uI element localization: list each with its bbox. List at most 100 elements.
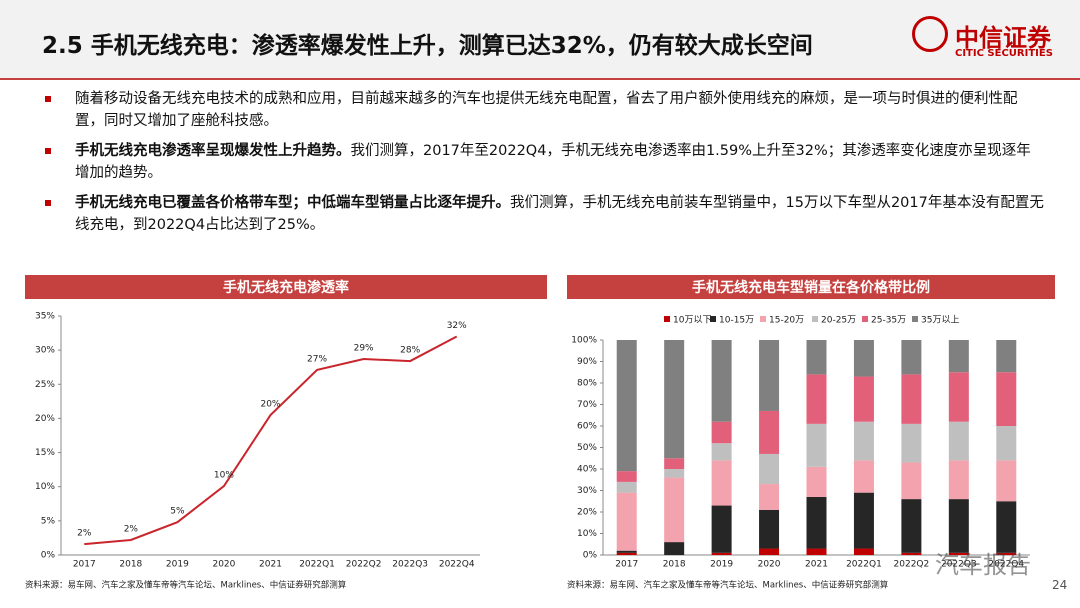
y-tick-label: 80% bbox=[577, 379, 597, 389]
x-tick-label: 2020 bbox=[212, 560, 235, 570]
bar-segment bbox=[948, 460, 969, 500]
y-tick-label: 10% bbox=[577, 529, 597, 539]
y-tick-label: 50% bbox=[577, 443, 597, 453]
bar-segment bbox=[901, 462, 922, 500]
bar-segment bbox=[996, 552, 1017, 555]
legend-swatch bbox=[664, 316, 670, 322]
bar-segment bbox=[901, 374, 922, 424]
x-tick-label: 2019 bbox=[166, 560, 189, 570]
bar-segment bbox=[806, 496, 827, 549]
x-tick-label: 2022Q1 bbox=[846, 560, 882, 570]
bar-segment bbox=[948, 340, 969, 373]
bullet: 随着移动设备无线充电技术的成熟和应用，目前越来越多的汽车也提供无线充电配置，省去… bbox=[45, 88, 1045, 132]
bar-segment bbox=[711, 421, 732, 444]
watermark: 汽车报告 bbox=[935, 551, 1031, 579]
bar-segment bbox=[806, 548, 827, 555]
title-banner bbox=[25, 275, 547, 299]
bar-segment bbox=[616, 550, 637, 553]
logo-en: CITIC SECURITIES bbox=[955, 48, 1053, 59]
bar-segment bbox=[711, 460, 732, 506]
x-tick-label: 2019 bbox=[710, 560, 733, 570]
x-tick-label: 2020 bbox=[758, 560, 781, 570]
x-tick-label: 2021 bbox=[259, 560, 282, 570]
legend-label: 20-25万 bbox=[821, 316, 856, 326]
legend-swatch bbox=[862, 316, 868, 322]
bar-segment bbox=[853, 492, 874, 549]
y-tick-label: 0% bbox=[41, 551, 56, 561]
y-tick-label: 20% bbox=[577, 508, 597, 518]
bar-segment bbox=[996, 460, 1017, 502]
legend-label: 10万以下 bbox=[673, 316, 711, 326]
bar-segment bbox=[806, 340, 827, 375]
bar-segment bbox=[759, 410, 780, 454]
bar-segment bbox=[806, 423, 827, 467]
bar-segment bbox=[948, 421, 969, 461]
bar-segment bbox=[948, 372, 969, 422]
bullet-bold: 手机无线充电渗透率呈现爆发性上升趋势。 bbox=[75, 143, 351, 159]
x-tick-label: 2017 bbox=[615, 560, 638, 570]
bar-segment bbox=[996, 426, 1017, 461]
bar-segment bbox=[806, 374, 827, 424]
bullets: 随着移动设备无线充电技术的成熟和应用，目前越来越多的汽车也提供无线充电配置，省去… bbox=[45, 88, 1045, 244]
y-tick-label: 15% bbox=[35, 448, 55, 458]
slide-title: 2.5 手机无线充电：渗透率爆发性上升，测算已达32%，仍有较大成长空间 bbox=[42, 33, 813, 59]
bar-segment bbox=[853, 548, 874, 555]
bar-segment bbox=[901, 340, 922, 375]
y-tick-label: 90% bbox=[577, 357, 597, 367]
bullet: 手机无线充电已覆盖各价格带车型；中低端车型销量占比逐年提升。我们测算，手机无线充… bbox=[45, 192, 1045, 236]
bar-segment bbox=[901, 552, 922, 555]
x-tick-label: 2022Q3 bbox=[941, 560, 977, 570]
x-tick-label: 2021 bbox=[805, 560, 828, 570]
bar-segment bbox=[759, 453, 780, 485]
y-tick-label: 10% bbox=[35, 482, 55, 492]
source-note: 资料来源：易车网、汽车之家及懂车帝等汽车论坛、Marklines、中信证券研究部… bbox=[567, 580, 889, 591]
logo: 中信证券 bbox=[955, 24, 1051, 52]
line bbox=[84, 335, 458, 546]
chart: 手机无线充电车型销量在各价格带比例资料来源：易车网、汽车之家及懂车帝等汽车论坛、… bbox=[567, 275, 1055, 591]
header-bar: 2.5 手机无线充电：渗透率爆发性上升，测算已达32%，仍有较大成长空间 中信证… bbox=[0, 0, 1080, 80]
bar-segment bbox=[616, 471, 637, 482]
y-tick-label: 0% bbox=[583, 551, 598, 561]
bar-segment bbox=[759, 548, 780, 555]
bar-segment bbox=[853, 376, 874, 422]
bullet: 手机无线充电渗透率呈现爆发性上升趋势。我们测算，2017年至2022Q4，手机无… bbox=[45, 140, 1045, 184]
legend-label: 15-20万 bbox=[769, 316, 804, 326]
legend-swatch bbox=[710, 316, 716, 322]
x-tick-label: 2017 bbox=[73, 560, 96, 570]
bar-segment bbox=[948, 552, 969, 555]
bar-segment bbox=[948, 499, 969, 553]
data-label: 20% bbox=[260, 400, 280, 410]
bar-segment bbox=[711, 505, 732, 553]
bar-segment bbox=[996, 501, 1017, 553]
legend-label: 35万以上 bbox=[921, 315, 959, 326]
legend-label: 10-15万 bbox=[719, 316, 754, 326]
x-tick-label: 2022Q2 bbox=[346, 560, 382, 570]
bar-segment bbox=[664, 542, 685, 555]
bar-segment bbox=[759, 340, 780, 411]
bullet-text: 我们测算，手机无线充电前装车型销量中，15万以下车型从2017年基本没有配置无线… bbox=[75, 195, 1044, 233]
title-banner bbox=[567, 275, 1055, 299]
x-tick-label: 2022Q4 bbox=[439, 560, 475, 570]
data-label: 32% bbox=[447, 321, 467, 331]
page-number: 24 bbox=[1052, 578, 1068, 592]
y-tick-label: 25% bbox=[35, 380, 55, 390]
data-label: 2% bbox=[77, 529, 92, 539]
bar-segment bbox=[711, 340, 732, 422]
bar-segment bbox=[616, 552, 637, 555]
y-tick-label: 100% bbox=[571, 336, 597, 346]
bar-segment bbox=[711, 552, 732, 555]
bar-segment bbox=[616, 340, 637, 472]
bar-segment bbox=[853, 340, 874, 377]
data-label: 28% bbox=[400, 346, 420, 356]
bar-segment bbox=[664, 477, 685, 543]
y-tick-label: 30% bbox=[35, 346, 55, 356]
bar-segment bbox=[901, 499, 922, 553]
y-tick-label: 70% bbox=[577, 400, 597, 410]
source-note: 资料来源：易车网、汽车之家及懂车帝等汽车论坛、Marklines、中信证券研究部… bbox=[25, 580, 347, 591]
bar-segment bbox=[759, 509, 780, 549]
bar-segment bbox=[711, 443, 732, 461]
bar-segment bbox=[901, 423, 922, 463]
x-tick-label: 2022Q4 bbox=[988, 560, 1024, 570]
chart-title: 手机无线充电渗透率 bbox=[223, 279, 349, 296]
